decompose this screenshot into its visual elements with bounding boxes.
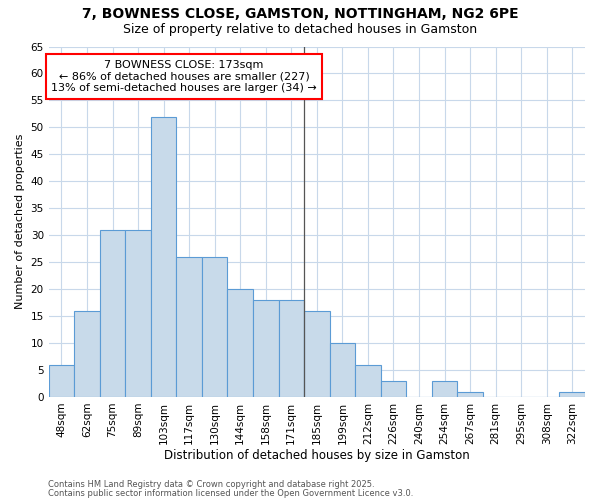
Bar <box>49 364 74 397</box>
X-axis label: Distribution of detached houses by size in Gamston: Distribution of detached houses by size … <box>164 450 470 462</box>
Bar <box>176 257 202 397</box>
Bar <box>100 230 125 397</box>
Text: 7, BOWNESS CLOSE, GAMSTON, NOTTINGHAM, NG2 6PE: 7, BOWNESS CLOSE, GAMSTON, NOTTINGHAM, N… <box>82 8 518 22</box>
Bar <box>74 310 100 397</box>
Bar <box>253 300 278 397</box>
Text: Contains HM Land Registry data © Crown copyright and database right 2025.: Contains HM Land Registry data © Crown c… <box>48 480 374 489</box>
Text: 7 BOWNESS CLOSE: 173sqm
← 86% of detached houses are smaller (227)
13% of semi-d: 7 BOWNESS CLOSE: 173sqm ← 86% of detache… <box>51 60 317 93</box>
Bar <box>559 392 585 397</box>
Bar <box>304 310 329 397</box>
Text: Contains public sector information licensed under the Open Government Licence v3: Contains public sector information licen… <box>48 488 413 498</box>
Bar <box>125 230 151 397</box>
Bar <box>329 343 355 397</box>
Bar <box>202 257 227 397</box>
Bar <box>380 381 406 397</box>
Bar <box>432 381 457 397</box>
Bar <box>151 116 176 397</box>
Y-axis label: Number of detached properties: Number of detached properties <box>15 134 25 310</box>
Bar <box>457 392 483 397</box>
Text: Size of property relative to detached houses in Gamston: Size of property relative to detached ho… <box>123 22 477 36</box>
Bar <box>355 364 380 397</box>
Bar <box>278 300 304 397</box>
Bar <box>227 289 253 397</box>
